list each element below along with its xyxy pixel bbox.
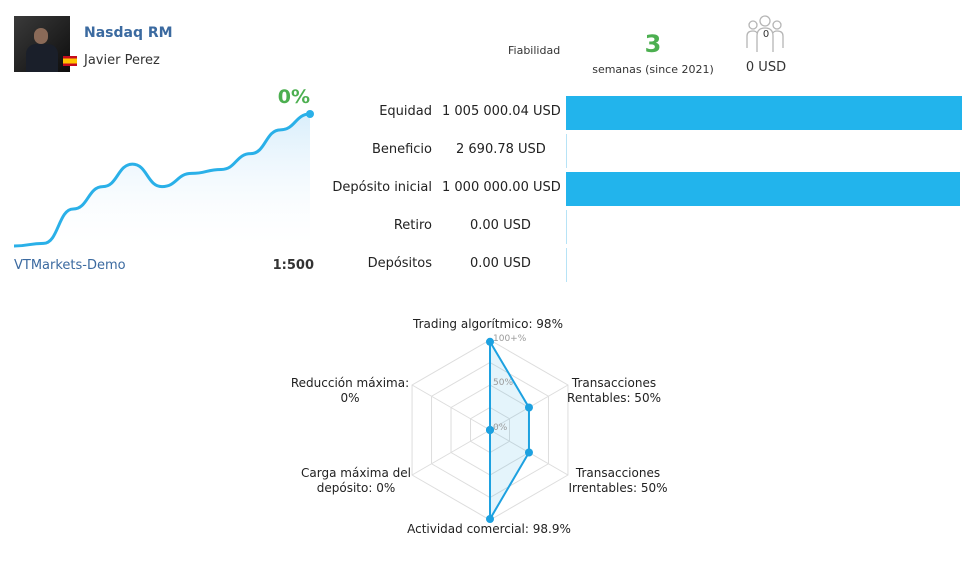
- subscriber-amount: 0 USD: [745, 60, 787, 75]
- stat-label: Depósitos: [367, 256, 432, 271]
- radar-label-line: Transacciones: [575, 466, 661, 480]
- stat-row-initial-deposit: Depósito inicial 1 000 000.00 USD: [322, 172, 972, 206]
- weeks-label: semanas (since 2021): [592, 63, 714, 76]
- radar-scale-100: 100+%: [493, 334, 527, 344]
- signal-name[interactable]: Nasdaq RM: [84, 25, 173, 41]
- growth-chart[interactable]: [14, 86, 314, 248]
- stat-row-deposits: Depósitos 0.00 USD: [322, 248, 972, 282]
- radar-label-line: Carga máxima del: [301, 466, 411, 480]
- radar-label-line: Reducción máxima:: [290, 376, 410, 390]
- stat-label: Beneficio: [371, 142, 432, 157]
- radar-label-line: Transacciones: [571, 376, 657, 390]
- stat-label: Equidad: [379, 104, 432, 119]
- stat-row-profit: Beneficio 2 690.78 USD: [322, 134, 972, 168]
- growth-area: [14, 114, 310, 246]
- stat-bar-axis: [566, 210, 567, 244]
- avatar-head: [34, 28, 48, 44]
- radar-points: [486, 337, 533, 524]
- radar-polygon: [489, 338, 530, 523]
- reliability-label: Fiabilidad: [508, 44, 561, 57]
- avatar-body: [26, 44, 58, 72]
- leverage-value: 1:500: [272, 258, 314, 273]
- subscriber-count: 0: [762, 29, 770, 40]
- radar-label-trading-activity: Actividad comercial: 98.9%: [389, 522, 589, 537]
- stat-value: 1 000 000.00 USD: [442, 180, 561, 195]
- stat-bar: [566, 172, 960, 206]
- growth-endpoint: [306, 110, 314, 118]
- radar-point: [524, 403, 533, 412]
- radar-axis-line: [411, 429, 491, 476]
- radar-chart[interactable]: [380, 308, 620, 548]
- radar-point: [486, 337, 494, 346]
- spain-flag-icon: [63, 56, 77, 66]
- stat-bar-axis: [566, 248, 567, 282]
- radar-label-line: Trading algorítmico: 98%: [413, 317, 563, 331]
- radar-label-algo-trading: Trading algorítmico: 98%: [388, 317, 588, 332]
- radar-label-loss-trades: Transacciones Irrentables: 50%: [566, 466, 670, 496]
- broker-link[interactable]: VTMarkets-Demo: [14, 258, 126, 273]
- author-name[interactable]: Javier Perez: [84, 53, 160, 68]
- stat-value: 1 005 000.04 USD: [442, 104, 561, 119]
- radar-label-line: 0%: [340, 391, 360, 405]
- radar-label-max-deposit-load: Carga máxima del depósito: 0%: [296, 466, 416, 496]
- growth-line: [14, 112, 312, 248]
- stat-label: Depósito inicial: [332, 180, 432, 195]
- stat-value: 0.00 USD: [470, 256, 531, 271]
- stat-label: Retiro: [393, 218, 432, 233]
- radar-label-line: Rentables: 50%: [567, 391, 661, 405]
- radar-point: [486, 515, 494, 524]
- growth-value: 0%: [277, 86, 310, 108]
- stat-row-equity: Equidad 1 005 000.04 USD: [322, 96, 972, 130]
- radar-point: [524, 448, 533, 457]
- stat-value: 2 690.78 USD: [456, 142, 546, 157]
- radar-scale-0: 0%: [493, 423, 508, 433]
- weeks-value: 3: [644, 30, 662, 58]
- radar-label-line: depósito: 0%: [316, 481, 396, 495]
- radar-label-line: Irrentables: 50%: [568, 481, 668, 495]
- radar-axis-line: [411, 384, 491, 431]
- radar-scale-50: 50%: [493, 378, 514, 388]
- avatar[interactable]: [14, 16, 70, 72]
- stat-value: 0.00 USD: [470, 218, 531, 233]
- radar-point: [486, 426, 494, 434]
- radar-label-line: Actividad comercial: 98.9%: [407, 522, 571, 536]
- stat-row-withdrawal: Retiro 0.00 USD: [322, 210, 972, 244]
- radar-label-profit-trades: Transacciones Rentables: 50%: [562, 376, 666, 406]
- radar-label-max-drawdown: Reducción máxima: 0%: [290, 376, 410, 406]
- people-icon: [746, 15, 784, 52]
- stat-bar: [566, 96, 962, 130]
- stat-bar-axis: [566, 134, 567, 168]
